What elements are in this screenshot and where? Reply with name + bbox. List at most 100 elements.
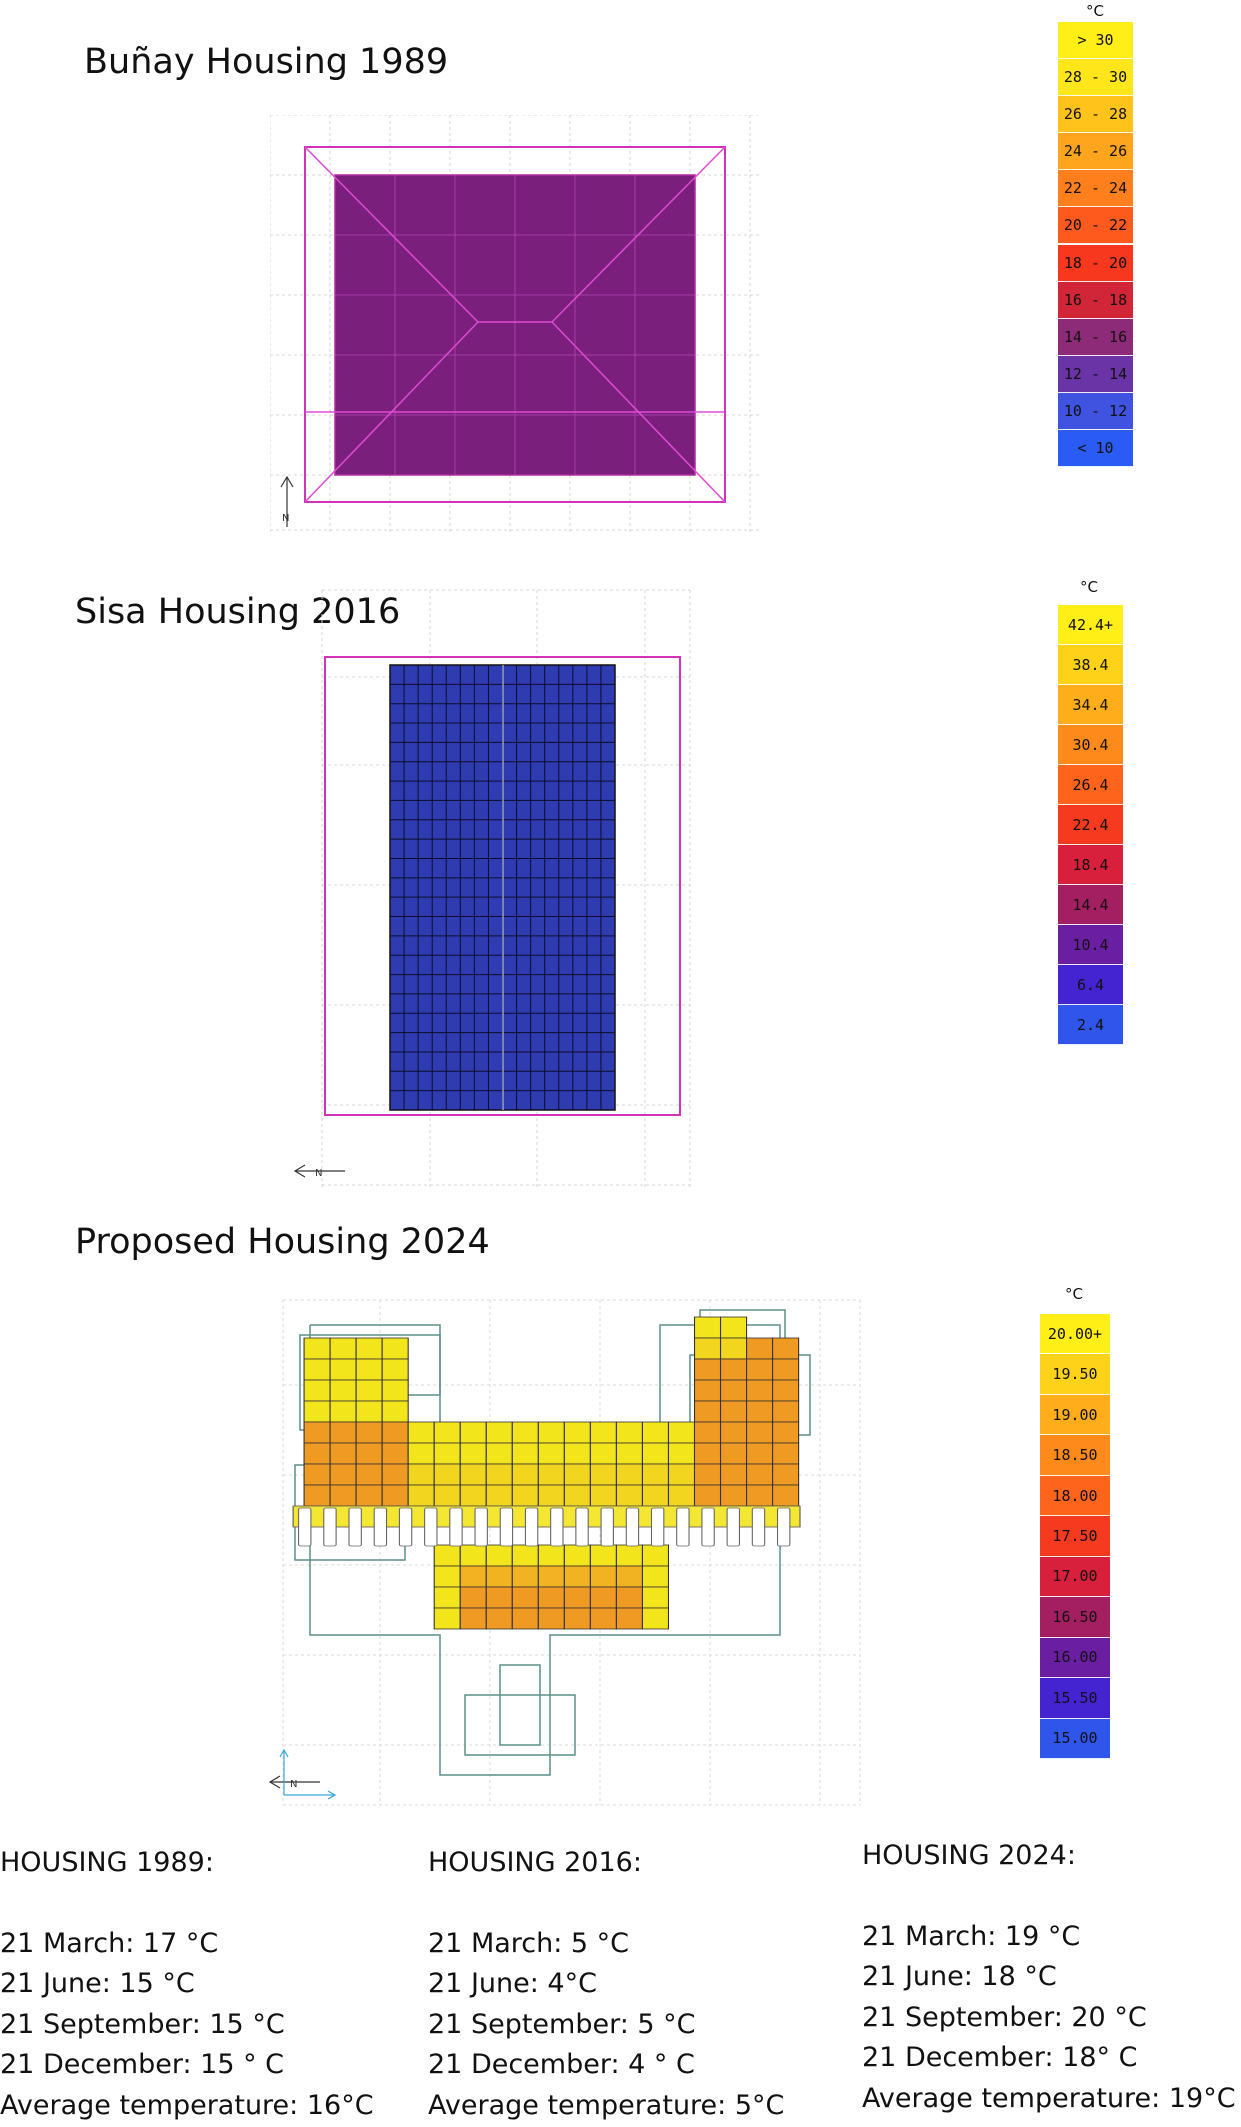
roof-cell	[433, 1463, 461, 1486]
roof-cell	[381, 1400, 409, 1423]
summary-line: 21 June: 15 °C	[0, 1968, 195, 2000]
roof-cell	[719, 1484, 748, 1507]
roof-cell	[459, 1421, 487, 1444]
scupper	[751, 1507, 766, 1547]
roof-cell	[641, 1607, 670, 1630]
roof-cell-grid	[303, 1316, 800, 1630]
roof-cell	[355, 1358, 383, 1381]
roof-cell	[563, 1442, 591, 1465]
gutter-row	[292, 1505, 801, 1547]
legend-unit-1989: °C	[1086, 2, 1104, 20]
summary-line: 21 June: 4°C	[428, 1968, 597, 2000]
roof-cell	[641, 1544, 670, 1567]
roof-cell	[693, 1421, 722, 1444]
eave-outline	[304, 146, 726, 503]
scupper	[550, 1507, 564, 1547]
roof-cell	[589, 1586, 617, 1609]
legend-swatch: 34.4	[1058, 685, 1123, 725]
legend-swatch: 16.00	[1040, 1637, 1110, 1679]
roof-cell	[329, 1400, 357, 1423]
roof-cell	[772, 1337, 800, 1360]
roof-cell	[641, 1586, 670, 1609]
roof-cell	[693, 1379, 722, 1402]
roof-cell	[563, 1544, 591, 1567]
roof-cell	[563, 1565, 591, 1588]
roof-cell	[511, 1565, 539, 1588]
roof-cell	[485, 1484, 513, 1507]
roof-cell	[329, 1358, 357, 1381]
scupper	[524, 1507, 539, 1547]
roof-cell	[381, 1358, 409, 1381]
roof-cell	[719, 1421, 748, 1444]
roof-cell	[459, 1463, 487, 1486]
roof-cell	[563, 1421, 591, 1444]
roof-cell	[511, 1463, 539, 1486]
summary-line: 21 June: 18 °C	[862, 1961, 1057, 1993]
north-arrow-icon: N	[280, 475, 294, 527]
roof-cell	[563, 1607, 591, 1630]
section-title-2024: Proposed Housing 2024	[75, 1222, 490, 1262]
roof-cell	[355, 1442, 383, 1465]
legend-swatch: 15.00	[1040, 1718, 1110, 1759]
roof-cell	[563, 1463, 591, 1486]
roof-cell	[329, 1379, 357, 1402]
roof-cell	[355, 1379, 383, 1402]
north-arrow-icon: N	[268, 1775, 320, 1790]
scupper	[348, 1507, 362, 1547]
legend-swatch: 18.00	[1040, 1475, 1110, 1517]
roof-cell	[485, 1421, 513, 1444]
legend-swatch: < 10	[1058, 429, 1133, 467]
legend-swatch: 19.50	[1040, 1354, 1110, 1395]
gutter-band	[292, 1505, 801, 1528]
roof-cell	[381, 1442, 409, 1465]
legend-unit-2024: °C	[1065, 1285, 1083, 1303]
svg-text:N: N	[282, 513, 289, 524]
legend-swatch: 17.50	[1040, 1516, 1110, 1557]
roof-cell	[641, 1565, 670, 1588]
roof-cell	[563, 1484, 591, 1507]
roof-cell	[719, 1379, 748, 1402]
roof-cell	[433, 1484, 461, 1507]
scupper	[625, 1507, 640, 1547]
roof-cell	[303, 1400, 331, 1423]
roof-cell	[407, 1484, 435, 1507]
roof-cell	[589, 1421, 617, 1444]
scupper	[701, 1507, 715, 1547]
roof-cell	[303, 1421, 331, 1444]
roof-cell	[641, 1421, 670, 1444]
roof-cell	[433, 1586, 461, 1609]
roof-cell	[459, 1586, 487, 1609]
roof-cell	[355, 1463, 383, 1486]
roof-cell	[433, 1421, 461, 1444]
roof-cell	[641, 1463, 670, 1486]
hip-lines	[304, 146, 726, 503]
summary-line: 21 March: 5 °C	[428, 1927, 630, 1959]
roof-cell	[746, 1442, 774, 1465]
roof-cell	[772, 1379, 800, 1402]
north-arrow-icon: N	[293, 1164, 345, 1179]
scupper	[424, 1507, 438, 1547]
roof-cell	[746, 1421, 774, 1444]
roof-cell	[746, 1358, 774, 1381]
roof-cell	[615, 1565, 643, 1588]
summary-average: Average temperature: 16°C	[0, 2089, 374, 2121]
roof-cell	[719, 1463, 748, 1486]
roof-cell	[303, 1379, 331, 1402]
legend-swatch: 26 - 28	[1058, 96, 1133, 134]
roof-cell	[641, 1442, 670, 1465]
roof-cell	[615, 1586, 643, 1609]
roof-cell	[772, 1463, 800, 1486]
roof-cell	[693, 1442, 722, 1465]
roof-cell	[719, 1358, 748, 1381]
roof-cell	[303, 1337, 331, 1360]
legend-swatch: 18.4	[1058, 845, 1123, 885]
legend-swatch: 14.4	[1058, 885, 1123, 925]
legend-swatch: 16 - 18	[1058, 281, 1133, 319]
roof-cell	[772, 1400, 800, 1423]
roof-cell	[303, 1358, 331, 1381]
roof-cell	[485, 1442, 513, 1465]
roof-cell	[329, 1337, 357, 1360]
roof-cell	[433, 1544, 461, 1567]
roof-cell	[615, 1607, 643, 1630]
scupper	[499, 1507, 514, 1547]
